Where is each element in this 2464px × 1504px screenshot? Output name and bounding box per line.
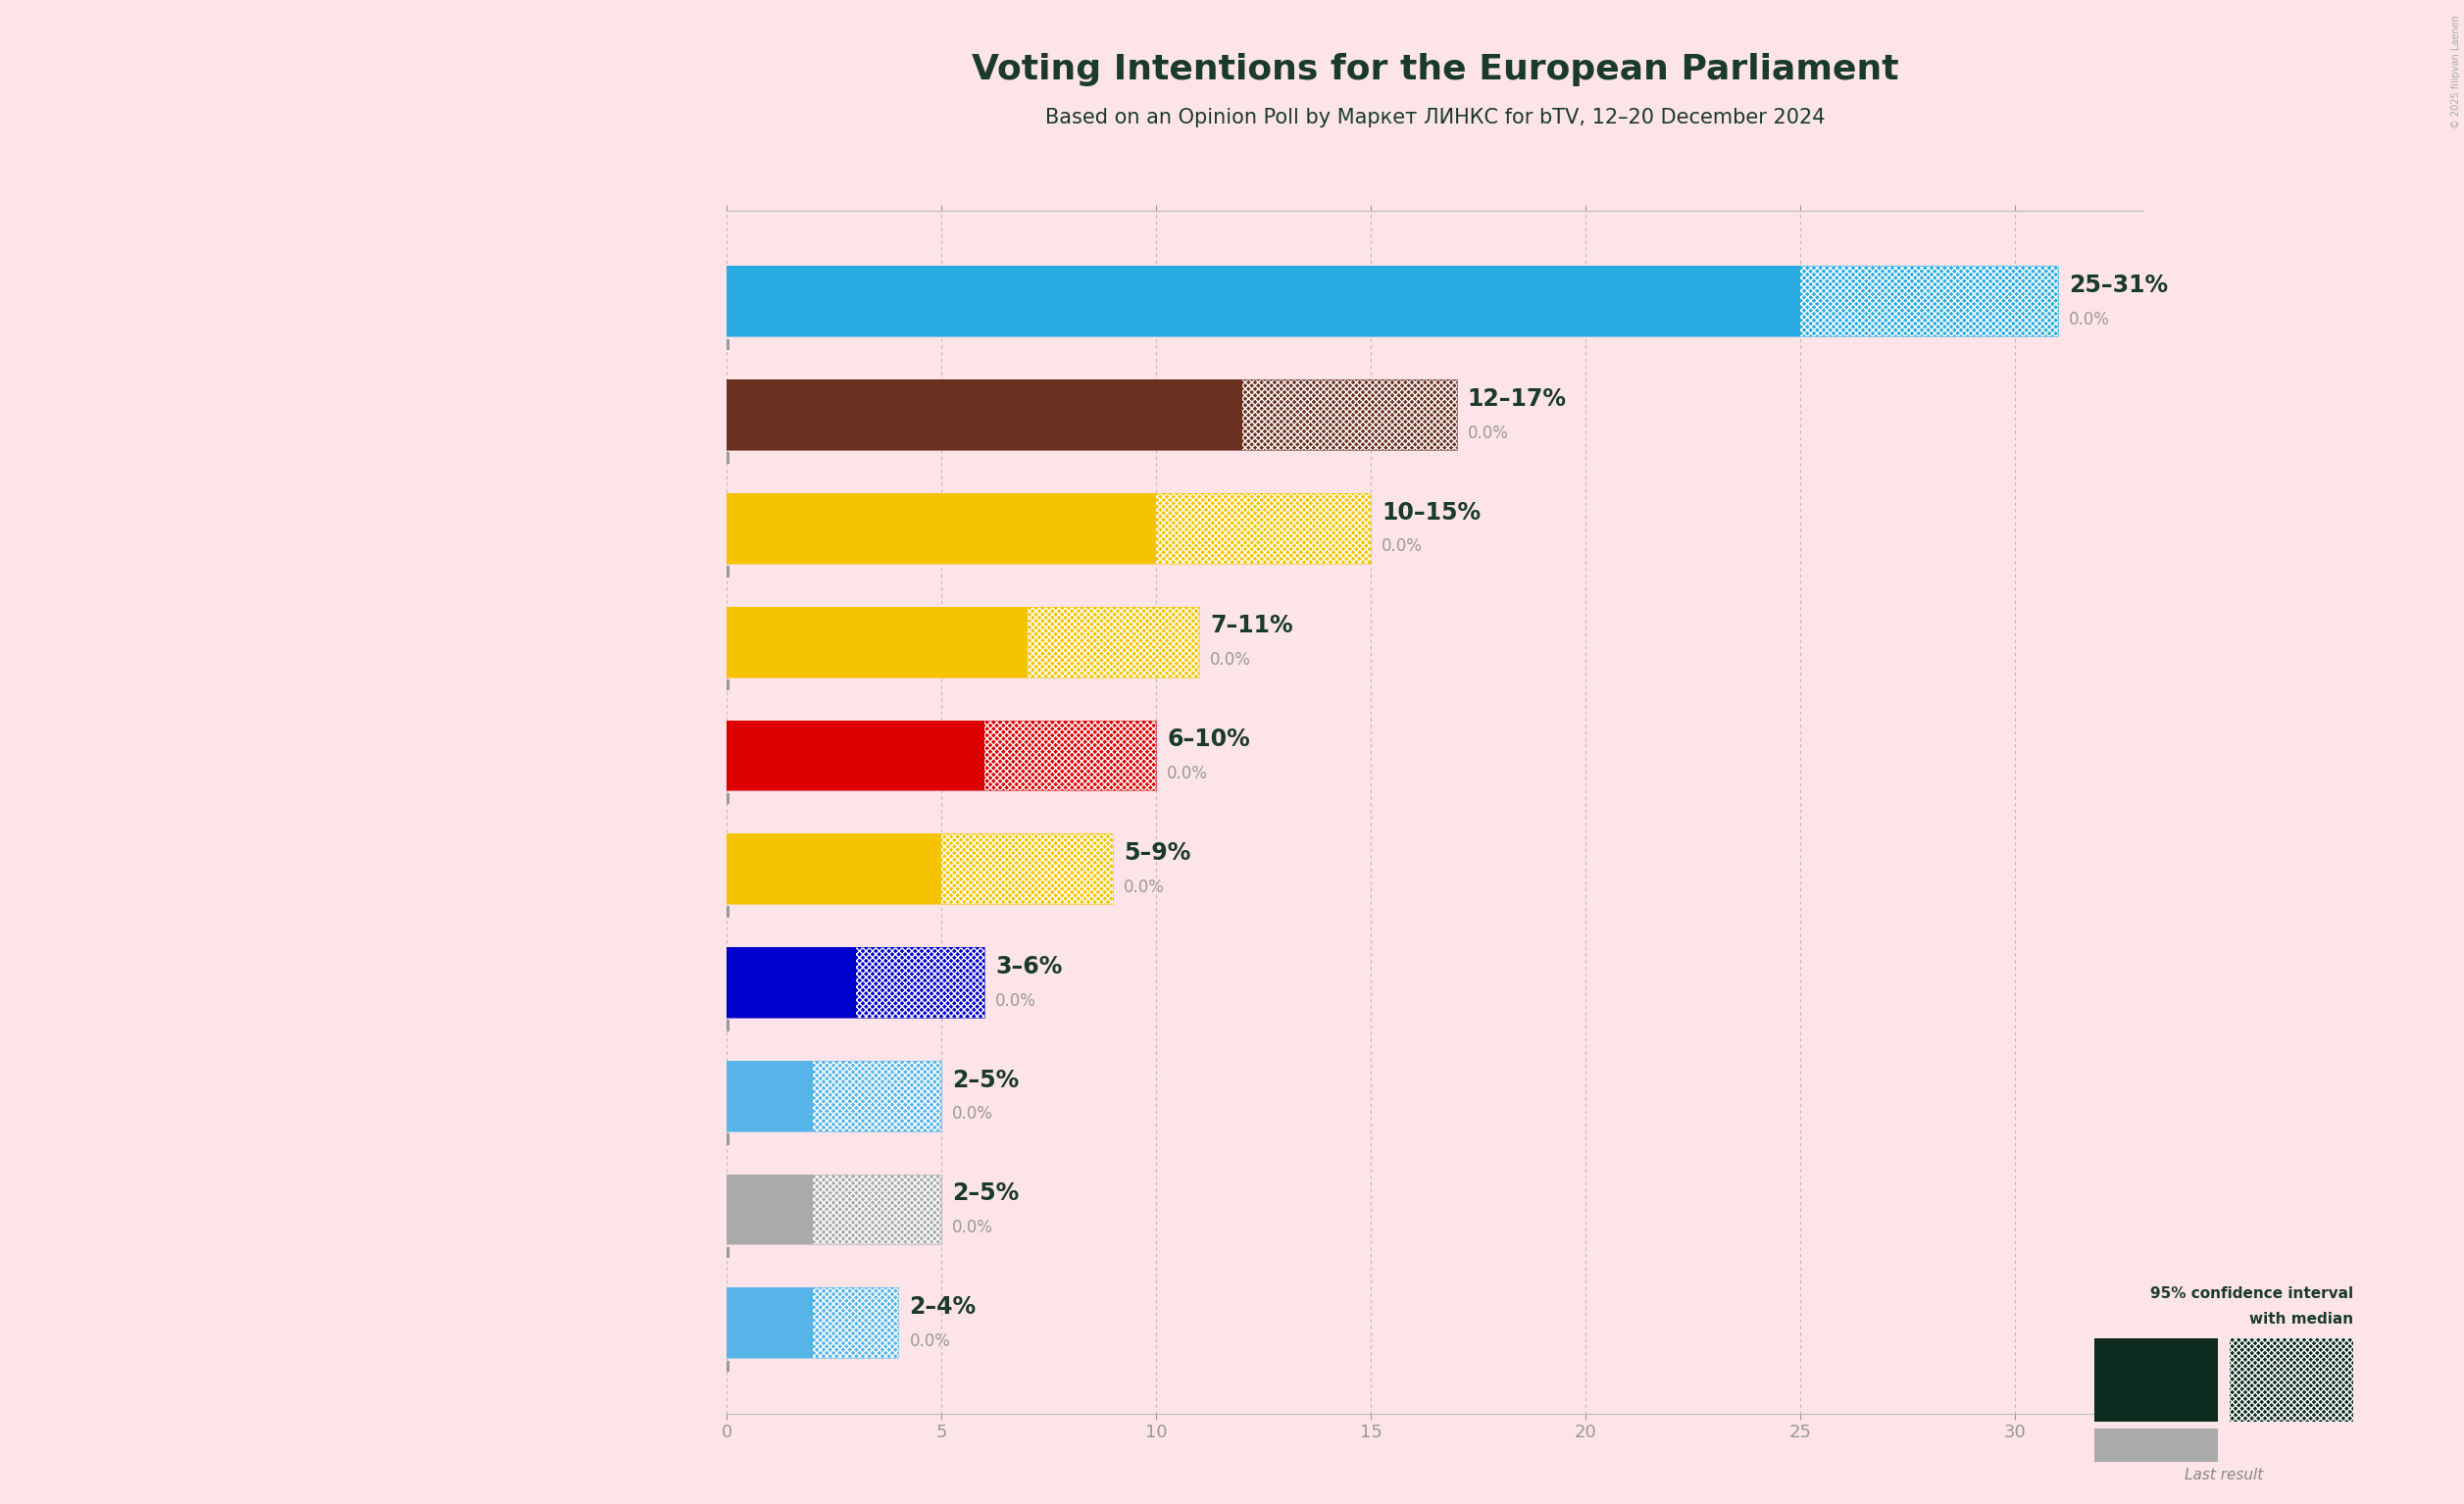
Text: 0.0%: 0.0% bbox=[1124, 878, 1165, 896]
Bar bbox=[727, 1175, 813, 1245]
Text: 0.0%: 0.0% bbox=[951, 1105, 993, 1123]
Bar bbox=[727, 833, 941, 904]
Bar bbox=[727, 1287, 813, 1358]
Bar bbox=[727, 606, 1200, 677]
Bar bbox=[855, 948, 986, 1018]
Text: Last result: Last result bbox=[2186, 1468, 2262, 1483]
Bar bbox=[727, 948, 986, 1018]
Bar bbox=[727, 379, 1242, 450]
Text: 3–6%: 3–6% bbox=[995, 955, 1062, 978]
Bar bbox=[1027, 606, 1200, 677]
Text: 0.0%: 0.0% bbox=[1469, 424, 1508, 442]
Bar bbox=[727, 266, 2057, 337]
Text: 6–10%: 6–10% bbox=[1168, 728, 1249, 752]
Text: 0.0%: 0.0% bbox=[909, 1333, 951, 1351]
Bar bbox=[986, 720, 1156, 791]
Bar bbox=[727, 493, 1370, 564]
Bar bbox=[727, 1287, 899, 1358]
Bar bbox=[813, 1287, 899, 1358]
Bar bbox=[727, 720, 986, 791]
Text: 0.0%: 0.0% bbox=[995, 991, 1037, 1009]
Text: 95% confidence interval: 95% confidence interval bbox=[2151, 1286, 2353, 1301]
Text: 25–31%: 25–31% bbox=[2070, 274, 2168, 298]
Bar bbox=[855, 948, 986, 1018]
Bar bbox=[941, 833, 1114, 904]
Text: Based on an Opinion Poll by Маркет ЛИНКС for bTV, 12–20 December 2024: Based on an Opinion Poll by Маркет ЛИНКС… bbox=[1045, 108, 1826, 128]
Bar bbox=[727, 266, 1801, 337]
Text: 0.0%: 0.0% bbox=[1210, 651, 1252, 669]
Text: 0.0%: 0.0% bbox=[951, 1218, 993, 1236]
Bar bbox=[813, 1175, 941, 1245]
Text: 2–5%: 2–5% bbox=[951, 1068, 1020, 1092]
Bar bbox=[727, 833, 1114, 904]
Text: 12–17%: 12–17% bbox=[1469, 387, 1567, 411]
Bar bbox=[813, 1060, 941, 1131]
Text: 0.0%: 0.0% bbox=[1382, 538, 1422, 555]
Bar bbox=[986, 720, 1156, 791]
Bar bbox=[1027, 606, 1200, 677]
Bar bbox=[727, 606, 1027, 677]
Text: 5–9%: 5–9% bbox=[1124, 841, 1190, 865]
Text: 10–15%: 10–15% bbox=[1382, 501, 1481, 525]
Text: 0.0%: 0.0% bbox=[2070, 311, 2109, 328]
Bar bbox=[1242, 379, 1456, 450]
Bar bbox=[813, 1287, 899, 1358]
Bar bbox=[727, 1060, 813, 1131]
Bar bbox=[727, 1175, 941, 1245]
Bar bbox=[1242, 379, 1456, 450]
Bar bbox=[727, 1060, 941, 1131]
Text: Voting Intentions for the European Parliament: Voting Intentions for the European Parli… bbox=[971, 53, 1900, 86]
Text: with median: with median bbox=[2250, 1311, 2353, 1327]
Text: 7–11%: 7–11% bbox=[1210, 614, 1294, 638]
Text: 2–4%: 2–4% bbox=[909, 1295, 976, 1319]
Bar bbox=[1801, 266, 2057, 337]
Bar bbox=[727, 720, 1156, 791]
Bar bbox=[1156, 493, 1370, 564]
Bar bbox=[1801, 266, 2057, 337]
Bar bbox=[727, 948, 855, 1018]
Bar bbox=[1156, 493, 1370, 564]
Text: © 2025 filipvan Laenen: © 2025 filipvan Laenen bbox=[2452, 15, 2462, 129]
Text: 0.0%: 0.0% bbox=[1168, 764, 1207, 782]
Bar bbox=[813, 1175, 941, 1245]
Bar bbox=[727, 379, 1456, 450]
Bar bbox=[727, 493, 1156, 564]
Text: 2–5%: 2–5% bbox=[951, 1182, 1020, 1205]
Bar bbox=[941, 833, 1114, 904]
Bar bbox=[813, 1060, 941, 1131]
